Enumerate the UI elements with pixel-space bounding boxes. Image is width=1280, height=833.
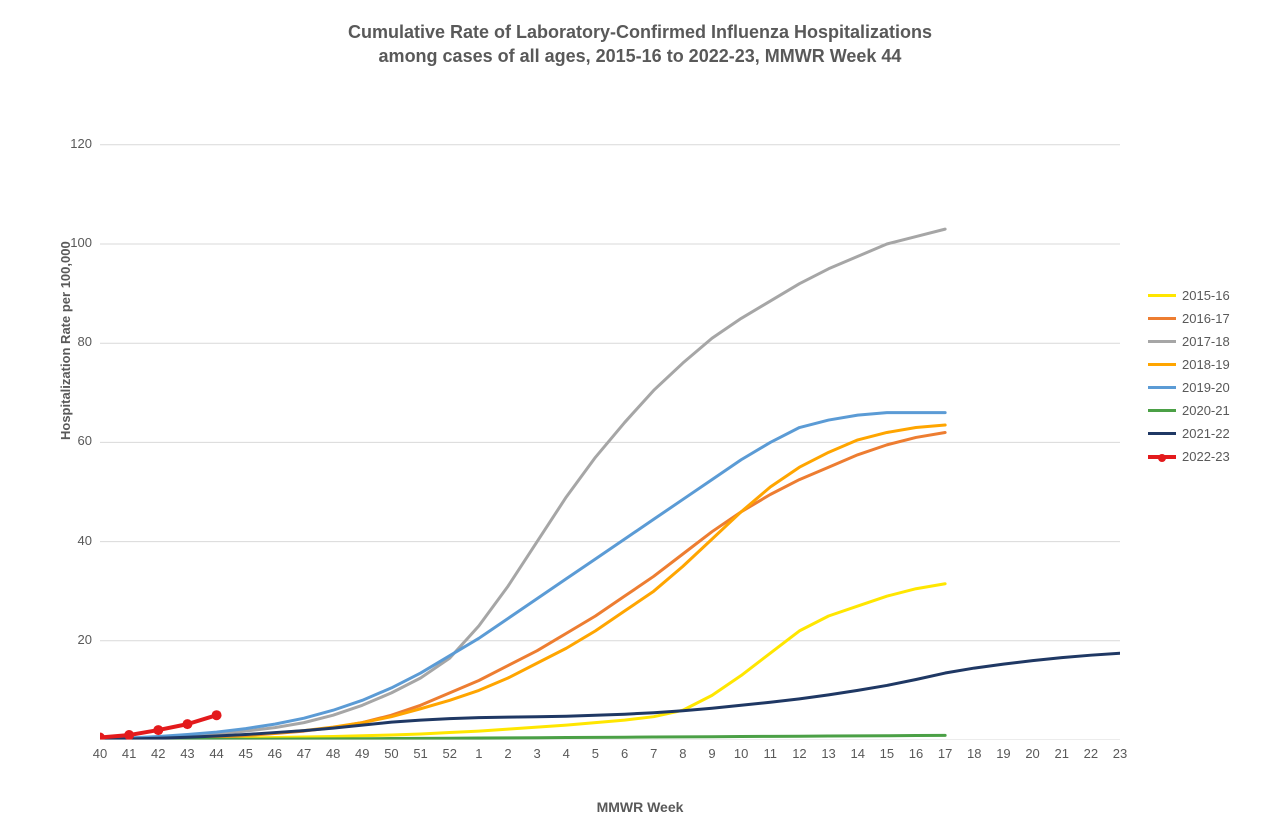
x-axis-label: MMWR Week [0, 799, 1280, 815]
x-tick-label: 47 [292, 746, 316, 761]
series-marker-2022-23 [212, 710, 222, 720]
y-tick-label: 100 [70, 235, 92, 250]
legend-label: 2021-22 [1182, 426, 1230, 441]
x-tick-label: 2 [496, 746, 520, 761]
legend-item-2022-23: 2022-23 [1148, 449, 1268, 464]
x-tick-label: 46 [263, 746, 287, 761]
legend-swatch [1148, 386, 1176, 389]
x-tick-label: 44 [205, 746, 229, 761]
x-tick-label: 40 [88, 746, 112, 761]
x-tick-label: 23 [1108, 746, 1132, 761]
y-tick-label: 120 [70, 136, 92, 151]
x-tick-label: 20 [1021, 746, 1045, 761]
y-tick-label: 20 [78, 632, 92, 647]
x-tick-label: 18 [962, 746, 986, 761]
x-tick-label: 7 [642, 746, 666, 761]
x-tick-label: 13 [817, 746, 841, 761]
legend-item-2019-20: 2019-20 [1148, 380, 1268, 395]
legend-swatch [1148, 294, 1176, 297]
y-tick-label: 80 [78, 334, 92, 349]
legend-item-2020-21: 2020-21 [1148, 403, 1268, 418]
legend-label: 2022-23 [1182, 449, 1230, 464]
x-tick-label: 1 [467, 746, 491, 761]
series-line-2019-20 [100, 413, 945, 739]
legend-label: 2020-21 [1182, 403, 1230, 418]
y-axis-label: Hospitalization Rate per 100,000 [58, 241, 73, 440]
x-tick-label: 12 [787, 746, 811, 761]
x-tick-label: 3 [525, 746, 549, 761]
legend-swatch [1148, 317, 1176, 320]
x-tick-label: 6 [613, 746, 637, 761]
legend-swatch [1148, 455, 1176, 459]
plot-area [100, 120, 1120, 740]
x-tick-label: 49 [350, 746, 374, 761]
series-marker-2022-23 [100, 733, 105, 740]
y-tick-label: 40 [78, 533, 92, 548]
x-tick-label: 8 [671, 746, 695, 761]
series-line-2016-17 [100, 432, 945, 739]
legend-item-2015-16: 2015-16 [1148, 288, 1268, 303]
legend-item-2021-22: 2021-22 [1148, 426, 1268, 441]
legend-item-2018-19: 2018-19 [1148, 357, 1268, 372]
legend-item-2017-18: 2017-18 [1148, 334, 1268, 349]
x-tick-label: 41 [117, 746, 141, 761]
x-tick-label: 19 [991, 746, 1015, 761]
series-marker-2022-23 [182, 719, 192, 729]
x-tick-label: 17 [933, 746, 957, 761]
legend-item-2016-17: 2016-17 [1148, 311, 1268, 326]
x-tick-label: 9 [700, 746, 724, 761]
x-tick-label: 11 [758, 746, 782, 761]
x-tick-label: 16 [904, 746, 928, 761]
x-tick-label: 5 [583, 746, 607, 761]
legend-label: 2015-16 [1182, 288, 1230, 303]
x-tick-label: 48 [321, 746, 345, 761]
chart-title: Cumulative Rate of Laboratory-Confirmed … [0, 20, 1280, 69]
legend-swatch [1148, 363, 1176, 366]
chart-container: Cumulative Rate of Laboratory-Confirmed … [0, 0, 1280, 833]
series-marker-2022-23 [124, 730, 134, 740]
y-tick-label: 60 [78, 433, 92, 448]
legend-swatch [1148, 340, 1176, 343]
legend-label: 2017-18 [1182, 334, 1230, 349]
x-tick-label: 52 [438, 746, 462, 761]
legend-label: 2016-17 [1182, 311, 1230, 326]
chart-title-line2: among cases of all ages, 2015-16 to 2022… [0, 44, 1280, 68]
series-marker-2022-23 [153, 725, 163, 735]
x-tick-label: 50 [379, 746, 403, 761]
legend: 2015-16 2016-17 2017-18 2018-19 2019-20 2020-… [1148, 280, 1268, 472]
x-tick-label: 22 [1079, 746, 1103, 761]
x-tick-label: 15 [875, 746, 899, 761]
x-tick-label: 21 [1050, 746, 1074, 761]
legend-swatch [1148, 432, 1176, 435]
legend-label: 2018-19 [1182, 357, 1230, 372]
x-tick-label: 51 [409, 746, 433, 761]
plot-svg [100, 120, 1120, 740]
series-line-2017-18 [100, 229, 945, 739]
x-tick-label: 4 [554, 746, 578, 761]
x-tick-label: 14 [846, 746, 870, 761]
x-tick-label: 42 [146, 746, 170, 761]
x-tick-label: 43 [175, 746, 199, 761]
legend-swatch [1148, 409, 1176, 412]
x-tick-label: 10 [729, 746, 753, 761]
x-tick-label: 45 [234, 746, 258, 761]
legend-label: 2019-20 [1182, 380, 1230, 395]
chart-title-line1: Cumulative Rate of Laboratory-Confirmed … [0, 20, 1280, 44]
